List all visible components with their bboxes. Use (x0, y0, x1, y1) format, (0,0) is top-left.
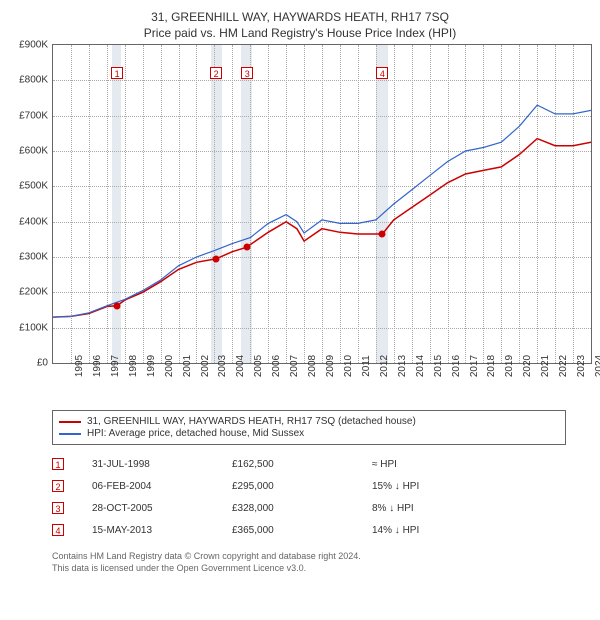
sale-marker: 2 (210, 67, 222, 79)
footer-line-1: Contains HM Land Registry data © Crown c… (52, 551, 552, 563)
x-axis-labels: 1995199619971998199920002001200220032004… (52, 366, 592, 404)
sales-table: 1 31-JUL-1998£162,500≈ HPI 2 06-FEB-2004£29… (52, 453, 552, 541)
legend-item: HPI: Average price, detached house, Mid … (59, 428, 559, 439)
row-marker: 1 (52, 458, 64, 470)
row-date: 28-OCT-2005 (92, 503, 232, 514)
y-axis-labels: £0£100K£200K£300K£400K£500K£600K£700K£80… (8, 44, 50, 364)
row-pct: 8% ↓ HPI (372, 503, 512, 514)
y-tick-label: £500K (19, 181, 48, 192)
row-marker-cell: 1 (52, 458, 92, 471)
row-price: £295,000 (232, 481, 372, 492)
series-line (53, 105, 591, 317)
y-tick-label: £200K (19, 287, 48, 298)
footer-line-2: This data is licensed under the Open Gov… (52, 563, 552, 575)
row-date: 31-JUL-1998 (92, 459, 232, 470)
legend-swatch (59, 421, 81, 423)
row-marker-cell: 3 (52, 502, 92, 515)
chart: £0 £100K £200K £300K £400K £500K £600K £700K £80… (8, 44, 592, 404)
y-tick-label: £300K (19, 252, 48, 263)
footer-attribution: Contains HM Land Registry data © Crown c… (52, 551, 552, 574)
table-row: 4 15-MAY-2013£365,00014% ↓ HPI (52, 519, 552, 541)
row-marker-cell: 2 (52, 480, 92, 493)
row-price: £328,000 (232, 503, 372, 514)
legend-swatch (59, 433, 81, 435)
legend-item: 31, GREENHILL WAY, HAYWARDS HEATH, RH17 … (59, 416, 559, 427)
row-marker-cell: 4 (52, 524, 92, 537)
series-line (53, 139, 591, 318)
legend: 31, GREENHILL WAY, HAYWARDS HEATH, RH17 … (52, 410, 566, 445)
row-marker: 4 (52, 524, 64, 536)
row-pct: ≈ HPI (372, 459, 512, 470)
y-tick-label: £400K (19, 216, 48, 227)
title-address: 31, GREENHILL WAY, HAYWARDS HEATH, RH17 … (8, 10, 592, 24)
y-tick-label: £0 (37, 358, 48, 369)
row-price: £162,500 (232, 459, 372, 470)
row-pct: 14% ↓ HPI (372, 525, 512, 536)
y-tick-label: £900K (19, 40, 48, 51)
plot-area: 1 2 3 4 (52, 44, 592, 364)
row-date: 15-MAY-2013 (92, 525, 232, 536)
row-marker: 3 (52, 502, 64, 514)
row-marker: 2 (52, 480, 64, 492)
table-row: 3 28-OCT-2005£328,0008% ↓ HPI (52, 497, 552, 519)
legend-label: HPI: Average price, detached house, Mid … (87, 428, 304, 439)
y-tick-label: £100K (19, 322, 48, 333)
legend-label: 31, GREENHILL WAY, HAYWARDS HEATH, RH17 … (87, 416, 416, 427)
y-tick-label: £800K (19, 75, 48, 86)
x-tick-label: 2025 (590, 355, 600, 377)
sale-dot (213, 255, 220, 262)
y-tick-label: £700K (19, 110, 48, 121)
line-series-svg (53, 45, 591, 363)
y-tick-label: £600K (19, 146, 48, 157)
sale-dot (114, 302, 121, 309)
table-row: 1 31-JUL-1998£162,500≈ HPI (52, 453, 552, 475)
sale-dot (244, 244, 251, 251)
table-row: 2 06-FEB-2004£295,00015% ↓ HPI (52, 475, 552, 497)
title-subtitle: Price paid vs. HM Land Registry's House … (8, 26, 592, 40)
row-pct: 15% ↓ HPI (372, 481, 512, 492)
row-price: £365,000 (232, 525, 372, 536)
row-date: 06-FEB-2004 (92, 481, 232, 492)
sale-marker: 3 (241, 67, 253, 79)
sale-marker: 1 (111, 67, 123, 79)
sale-dot (379, 231, 386, 238)
sale-marker: 4 (376, 67, 388, 79)
